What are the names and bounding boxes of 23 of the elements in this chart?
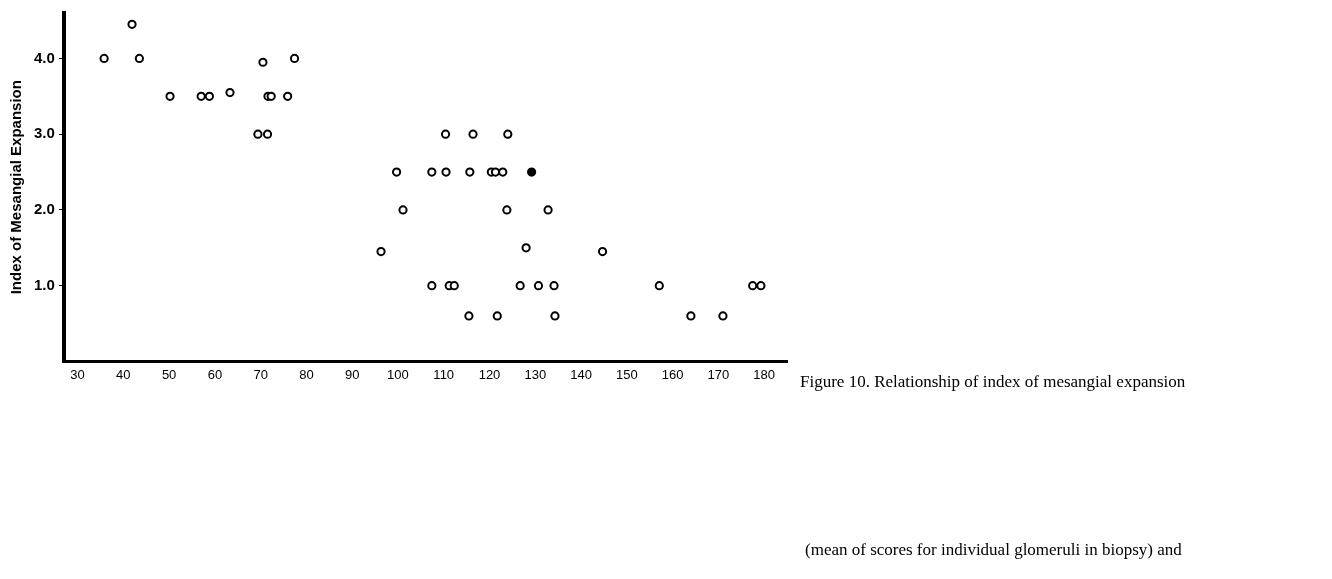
- x-tick-label: 60: [207, 366, 223, 382]
- x-tick-label: 100: [387, 366, 409, 382]
- x-tick-label: 170: [707, 366, 730, 382]
- y-tick-label: 3.0: [33, 124, 55, 142]
- x-tick-label: 40: [116, 366, 131, 382]
- x-tick-label: 90: [344, 366, 360, 382]
- x-tick-label: 180: [753, 366, 775, 382]
- text: (mean of scores for individual glomeruli in biopsy) and: [805, 540, 1182, 560]
- x-tick-label: 50: [161, 366, 177, 382]
- x-tick-label: 70: [253, 366, 268, 382]
- y-tick-label: 4.0: [33, 48, 55, 66]
- x-tick-label: 150: [615, 366, 638, 382]
- x-tick-label: 110: [433, 366, 455, 382]
- x-tick-label: 80: [299, 366, 314, 382]
- x-tick-label: 140: [570, 366, 592, 382]
- y-axis-title: Index of Mesangial Expansion: [7, 80, 25, 295]
- y-tick-label: 1.0: [33, 275, 55, 293]
- y-tick-label: 2.0: [33, 200, 55, 218]
- x-tick-label: 160: [661, 366, 684, 382]
- x-tick-label: 120: [478, 366, 501, 382]
- x-tick-label: 30: [70, 366, 85, 382]
- caption: Figure 10. Relationship of index of mesangial expansion: [800, 372, 1186, 392]
- x-tick-label: 130: [524, 366, 547, 382]
